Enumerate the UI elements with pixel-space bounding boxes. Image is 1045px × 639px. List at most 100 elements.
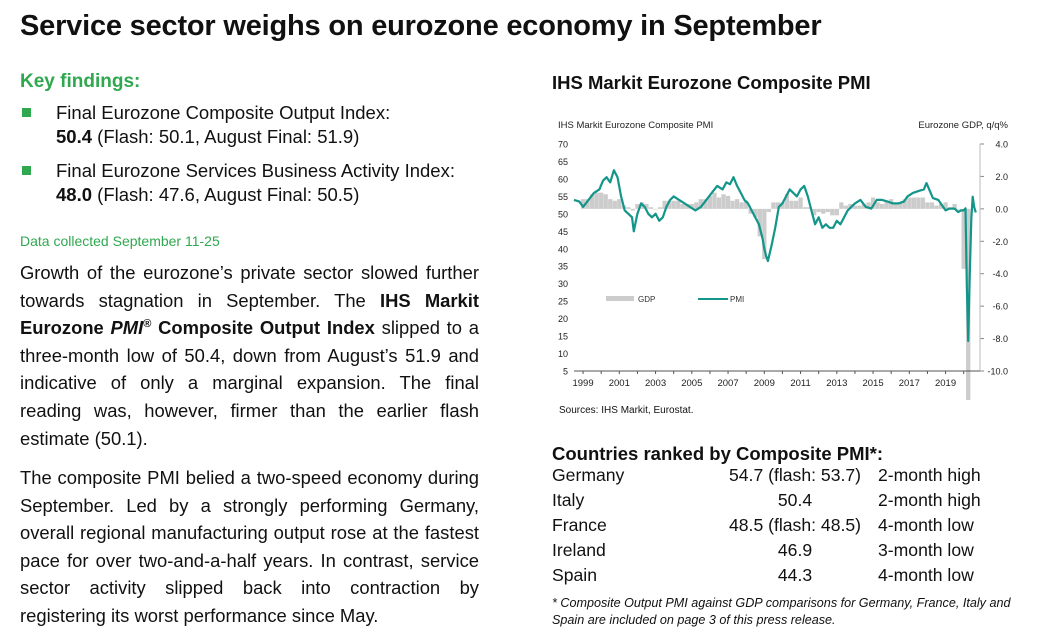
pmi-chart: IHS Markit Eurozone Composite PMI Eurozo… xyxy=(558,120,1009,400)
table-footnote: * Composite Output PMI against GDP compa… xyxy=(552,596,1011,627)
finding-value: 50.4 xyxy=(56,126,93,147)
right-tick-label: -4.0 xyxy=(992,269,1008,279)
gdp-bar xyxy=(812,208,817,216)
gdp-bar xyxy=(608,199,613,209)
finding-line: Final Eurozone Composite Output Index: xyxy=(56,102,391,123)
gdp-bar xyxy=(920,197,926,209)
table-row: Italy 50.4 2-month high xyxy=(552,490,1022,515)
country-value: 46.9 xyxy=(777,540,813,560)
gdp-bar xyxy=(748,208,753,214)
gdp-bar xyxy=(725,195,731,209)
gdp-bar xyxy=(875,202,880,209)
right-tick-label: 4.0 xyxy=(995,140,1008,150)
gdp-bar xyxy=(617,199,622,209)
left-tick-label: 5 xyxy=(563,367,568,377)
country-name: Germany xyxy=(552,465,625,485)
gdp-bar xyxy=(667,200,672,209)
gdp-bar xyxy=(929,202,935,209)
gdp-bar xyxy=(861,203,867,209)
gdp-bar xyxy=(712,192,717,209)
gdp-bar xyxy=(594,192,599,209)
finding-value: 48.0 xyxy=(56,184,93,205)
left-tick-label: 20 xyxy=(558,314,568,324)
country-value: 48.5 (flash: 48.5) xyxy=(728,515,862,535)
table-title: Countries ranked by Composite PMI*: xyxy=(552,443,883,464)
right-tick-label: 0.0 xyxy=(995,204,1008,214)
gdp-bar xyxy=(703,199,708,209)
x-tick-label: 2011 xyxy=(790,378,810,389)
gdp-bar xyxy=(626,207,631,209)
left-tick-label: 15 xyxy=(558,332,568,342)
table-row: Spain 44.3 4-month low xyxy=(552,565,1022,590)
page-title: Service sector weighs on eurozone econom… xyxy=(20,10,822,42)
x-tick-label: 1999 xyxy=(572,378,593,389)
gdp-bar xyxy=(721,194,726,209)
gdp-bar xyxy=(780,202,785,209)
gdp-bar xyxy=(662,200,667,209)
left-axis-label: IHS Markit Eurozone Composite PMI xyxy=(558,120,713,131)
country-status: 4-month low xyxy=(878,515,974,535)
gdp-bar xyxy=(857,205,862,209)
para1-text-a: Growth of the eurozone’s private sector … xyxy=(20,262,479,311)
gdp-bar xyxy=(943,202,948,209)
para1-pmi: PMI xyxy=(110,317,144,339)
x-tick-label: 2013 xyxy=(826,378,847,389)
bullet-square-icon xyxy=(22,166,31,175)
gdp-bar xyxy=(734,199,740,209)
left-tick-label: 65 xyxy=(558,157,568,167)
gdp-bar xyxy=(775,202,781,209)
x-tick-label: 2017 xyxy=(899,378,920,389)
right-tick-label: 2.0 xyxy=(995,172,1008,182)
left-tick-label: 25 xyxy=(558,297,568,307)
chart-sources: Sources: IHS Markit, Eurostat. xyxy=(559,405,694,416)
registered-mark: ® xyxy=(143,318,152,331)
gdp-bar xyxy=(585,199,590,209)
gdp-bar xyxy=(961,208,966,269)
right-tick-label: -8.0 xyxy=(992,334,1008,344)
gdp-bar xyxy=(707,195,713,209)
x-tick-label: 2009 xyxy=(754,378,775,389)
finding-detail: (Flash: 50.1, August Final: 51.9) xyxy=(92,126,360,147)
key-findings-heading: Key findings: xyxy=(20,71,141,92)
gdp-bar xyxy=(644,203,649,209)
left-tick-label: 35 xyxy=(558,262,568,272)
country-value: 54.7 (flash: 53.7) xyxy=(728,465,862,485)
gdp-bar xyxy=(898,202,903,209)
gdp-bar xyxy=(952,203,957,209)
gdp-bar xyxy=(784,194,790,209)
x-tick-label: 2015 xyxy=(862,378,883,389)
gdp-bar xyxy=(825,208,830,213)
gdp-bar xyxy=(739,202,744,209)
bullet-square-icon xyxy=(22,108,31,117)
gdp-bar xyxy=(916,197,921,209)
gdp-bar xyxy=(925,202,930,209)
para1-bold-a: IHS Markit Eurozone xyxy=(20,289,479,339)
table-row: Germany 54.7 (flash: 53.7) 2-month high xyxy=(552,465,1022,490)
gdp-bar xyxy=(730,200,735,209)
gdp-bar xyxy=(902,199,907,209)
left-tick-label: 40 xyxy=(558,244,568,254)
gdp-bar xyxy=(879,203,885,209)
table-row: Ireland 46.9 3-month low xyxy=(552,540,1022,565)
left-tick-label: 10 xyxy=(558,349,568,359)
gdp-bar xyxy=(603,194,608,209)
gdp-bar xyxy=(635,203,640,209)
gdp-bar xyxy=(830,208,835,216)
gdp-bar xyxy=(893,203,898,209)
paragraph-1: Growth of the eurozone’s private sector … xyxy=(20,259,479,452)
gdp-bar xyxy=(793,200,799,209)
gdp-bar xyxy=(716,197,722,209)
gdp-bar xyxy=(907,197,912,209)
country-value: 50.4 xyxy=(777,490,813,510)
gdp-bar xyxy=(771,202,776,209)
gdp-bar xyxy=(816,208,821,213)
gdp-bar xyxy=(866,202,871,209)
gdp-bar xyxy=(680,203,685,209)
left-tick-label: 45 xyxy=(558,227,568,237)
gdp-bar xyxy=(934,205,939,209)
legend-gdp-swatch xyxy=(606,296,634,301)
gdp-bar xyxy=(802,207,808,209)
gdp-bar xyxy=(821,208,826,214)
gdp-bar xyxy=(589,194,595,209)
gdp-bar xyxy=(762,208,767,260)
